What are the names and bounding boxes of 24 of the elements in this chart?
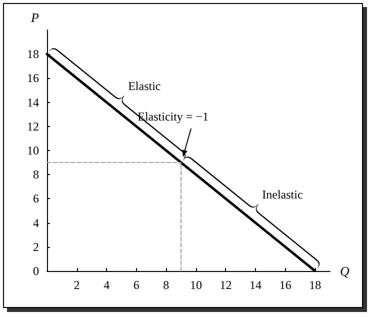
y-tick-label: 4 [33, 216, 39, 230]
annotation: Elastic [128, 78, 161, 93]
y-tick-label: 8 [33, 168, 39, 182]
x-tick-label: 4 [104, 278, 110, 292]
y-tick-label: 16 [27, 71, 39, 86]
x-tick-label: 18 [309, 278, 322, 292]
y-tick-label: 10 [27, 144, 39, 158]
x-tick-label: 16 [279, 278, 292, 292]
y-tick-label: 14 [27, 95, 39, 110]
x-tick-label: 6 [133, 278, 140, 292]
x-tick-label: 2 [74, 278, 80, 292]
x-tick-label: 10 [190, 278, 202, 292]
y-axis-title: P [30, 10, 40, 25]
y-tick-label: 6 [33, 192, 39, 206]
x-tick-label: 12 [220, 278, 232, 292]
annotation: Inelastic [262, 187, 303, 202]
x-tick-label: 8 [163, 278, 170, 292]
annotation: Elasticity = −1 [138, 110, 208, 124]
y-tick-label: 12 [27, 119, 39, 134]
x-tick-label: 14 [250, 278, 262, 292]
x-axis-title: Q [340, 264, 350, 278]
y-tick-label: 18 [27, 47, 39, 62]
y-tick-label: 2 [33, 240, 39, 254]
y-tick-label: 0 [33, 264, 39, 278]
